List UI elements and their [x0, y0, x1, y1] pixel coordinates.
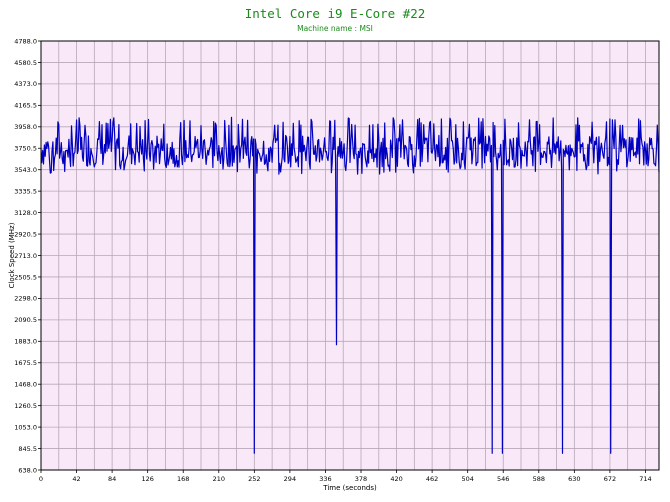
y-tick-label: 2298.0 — [14, 295, 37, 303]
y-tick-label: 3958.0 — [14, 123, 37, 131]
y-tick-label: 1468.0 — [14, 381, 37, 389]
x-tick-label: 378 — [355, 475, 367, 483]
y-tick-label: 1883.0 — [14, 338, 37, 346]
x-tick-label: 714 — [639, 475, 651, 483]
y-tick-label: 3128.0 — [14, 209, 37, 217]
series-group — [40, 116, 660, 454]
y-tick-label: 4788.0 — [14, 37, 37, 45]
y-tick-label: 2920.5 — [14, 230, 37, 238]
x-tick-label: 210 — [213, 475, 225, 483]
y-tick-label: 2090.5 — [14, 316, 37, 324]
plot-border — [40, 40, 660, 471]
x-tick-label: 336 — [319, 475, 331, 483]
y-tick-label: 1260.5 — [14, 402, 37, 410]
y-tick-label: 1675.5 — [14, 359, 37, 367]
y-tick-label: 638.0 — [18, 466, 37, 474]
y-tick-label: 3335.5 — [14, 187, 37, 195]
x-tick-label: 42 — [72, 475, 80, 483]
y-axis-label: Clock Speed (MHz) — [8, 222, 16, 288]
x-tick-label: 420 — [390, 475, 402, 483]
x-tick-label: 462 — [426, 475, 438, 483]
x-tick-label: 630 — [568, 475, 580, 483]
y-tick-label: 4165.5 — [14, 102, 37, 110]
grid-lines — [40, 40, 659, 471]
x-tick-label: 504 — [461, 475, 473, 483]
y-tick-label: 845.5 — [18, 445, 37, 453]
x-tick-label: 294 — [284, 475, 296, 483]
x-axis-ticks: 0 42 84 126 168 210 252 294 336 378 420 462 504 546 58… — [39, 470, 652, 483]
x-tick-label: 126 — [141, 475, 153, 483]
y-tick-label: 4373.0 — [14, 80, 37, 88]
chart-title: Intel Core i9 E-Core #22 — [244, 6, 426, 21]
y-axis-ticks: 638.0 845.5 1053.0 1260.5 1468.0 1675.5 1883.0… — [14, 37, 41, 474]
x-tick-label: 0 — [39, 475, 43, 483]
y-tick-label: 3543.0 — [14, 166, 37, 174]
x-tick-label: 588 — [533, 475, 545, 483]
x-tick-label: 546 — [497, 475, 509, 483]
y-tick-label: 1053.0 — [14, 423, 37, 431]
y-tick-label: 4580.5 — [14, 59, 37, 67]
chart-subtitle: Machine name : MSI — [297, 24, 373, 33]
x-tick-label: 252 — [248, 475, 260, 483]
y-tick-label: 3750.5 — [14, 145, 37, 153]
x-tick-label: 84 — [108, 475, 116, 483]
x-tick-label: 168 — [177, 475, 189, 483]
y-tick-label: 2505.5 — [14, 273, 37, 281]
x-tick-label: 672 — [604, 475, 616, 483]
series-line — [40, 116, 660, 454]
x-axis-label: Time (seconds) — [322, 484, 377, 492]
y-tick-label: 2713.0 — [14, 252, 37, 260]
